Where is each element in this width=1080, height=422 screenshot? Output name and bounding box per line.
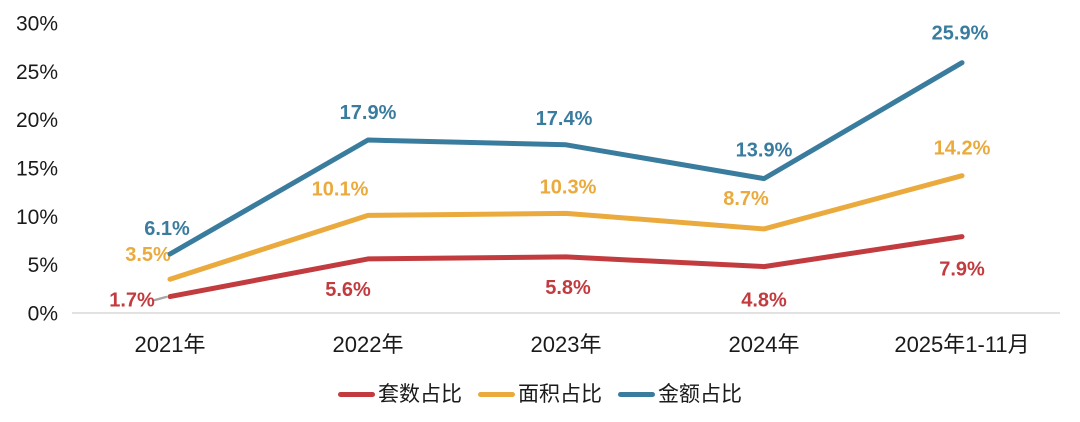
data-point-label: 3.5% <box>125 244 171 266</box>
y-axis-tick-label: 30% <box>16 13 58 36</box>
x-axis-category-label: 2021年 <box>135 332 206 357</box>
legend-item-series-1: 面积占比 <box>478 384 602 405</box>
y-axis-tick-label: 10% <box>16 206 58 229</box>
x-axis-category-label: 2025年1-11月 <box>894 332 1029 357</box>
x-axis-category-label: 2024年 <box>729 332 800 357</box>
data-point-label: 13.9% <box>736 140 793 162</box>
legend-label: 金额占比 <box>658 382 742 406</box>
data-point-label: 7.9% <box>939 259 985 281</box>
legend-item-series-0: 套数占比 <box>338 384 462 405</box>
series-start-dash-marker <box>153 295 168 302</box>
y-axis-tick-label: 5% <box>28 254 58 277</box>
data-point-label: 14.2% <box>934 138 991 160</box>
data-point-label: 17.4% <box>536 108 593 130</box>
legend-line-swatch-red <box>338 391 375 397</box>
data-point-label: 5.6% <box>325 279 371 301</box>
data-point-label: 25.9% <box>932 23 989 45</box>
series-line-金额占比 <box>167 60 965 257</box>
y-axis-tick-label: 15% <box>16 158 58 181</box>
x-axis-category-label: 2022年 <box>333 332 404 357</box>
data-point-label: 1.7% <box>109 290 155 312</box>
series-line-套数占比 <box>167 234 965 300</box>
y-axis-tick-label: 0% <box>28 303 58 326</box>
legend-label: 面积占比 <box>518 382 602 406</box>
data-point-label: 5.8% <box>545 277 591 299</box>
data-point-label: 10.1% <box>312 178 369 200</box>
legend: 套数占比 面积占比 金额占比 <box>0 380 1080 408</box>
data-point-label: 4.8% <box>741 290 787 312</box>
y-axis-tick-label: 20% <box>16 109 58 132</box>
data-point-label: 17.9% <box>340 102 397 124</box>
legend-item-series-2: 金额占比 <box>618 384 742 405</box>
data-point-label: 6.1% <box>144 218 190 240</box>
legend-line-swatch-blue <box>618 391 655 397</box>
y-axis-tick-label: 25% <box>16 61 58 84</box>
series-line-面积占比 <box>167 173 965 282</box>
data-point-label: 8.7% <box>723 188 769 210</box>
legend-label: 套数占比 <box>378 382 462 406</box>
legend-line-swatch-yellow <box>478 391 515 397</box>
data-point-label: 10.3% <box>540 176 597 198</box>
x-axis-category-label: 2023年 <box>531 332 602 357</box>
